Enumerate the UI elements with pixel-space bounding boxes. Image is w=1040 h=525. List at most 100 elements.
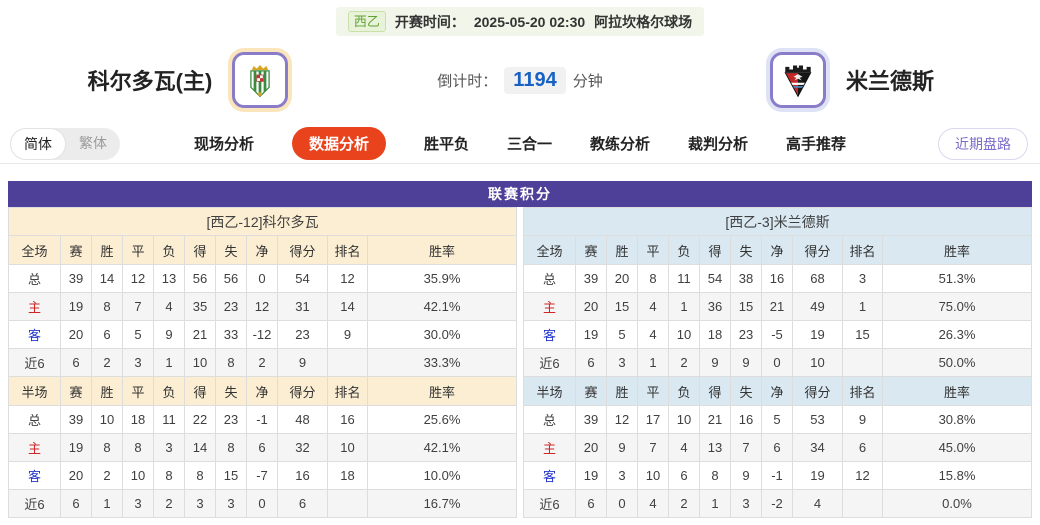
table-cell: 19 — [575, 320, 607, 349]
tab-three-in-one[interactable]: 三合一 — [506, 136, 552, 153]
table-cell: 6 — [575, 348, 607, 377]
row-label: 近6 — [8, 489, 61, 518]
table-cell: 16 — [327, 405, 368, 434]
lang-traditional-button[interactable]: 繁体 — [79, 134, 107, 151]
table-cell: 4 — [637, 292, 669, 321]
table-cell: 34 — [792, 433, 843, 462]
table-cell: 6 — [91, 320, 123, 349]
table-cell: 8 — [91, 292, 123, 321]
recent-odds-button[interactable]: 近期盘路 — [938, 127, 1028, 160]
table-row: 客 19 3 10 6 8 9 -1 19 12 15.8% — [523, 461, 1032, 490]
tab-data-analysis[interactable]: 数据分析 — [291, 127, 386, 160]
table-cell: 7 — [637, 433, 669, 462]
table-cell: 42.1% — [367, 433, 517, 462]
table-cell: 8 — [215, 433, 247, 462]
table-cell: 0 — [246, 489, 278, 518]
table-cell: 9 — [730, 461, 762, 490]
table-cell: 9 — [277, 348, 328, 377]
table-cell: 11 — [668, 264, 700, 293]
language-toggle: 简体 繁体 — [10, 127, 120, 160]
table-row: 总 39 10 18 11 22 23 -1 48 16 25.6% — [8, 405, 517, 434]
table-cell: 5 — [606, 320, 638, 349]
away-team-logo — [765, 48, 830, 112]
row-label: 近6 — [8, 348, 61, 377]
table-cell: 6 — [60, 348, 92, 377]
row-label: 客 — [8, 320, 61, 349]
table-cell: 75.0% — [882, 292, 1032, 321]
table-cell: 30.0% — [367, 320, 517, 349]
column-header: 排名 — [842, 235, 883, 265]
table-cell: 38 — [730, 264, 762, 293]
table-cell: 21 — [761, 292, 793, 321]
table-cell: 10 — [668, 405, 700, 434]
table-cell: 2 — [668, 348, 700, 377]
away-team-crest-icon — [769, 52, 826, 108]
table-row: 主 19 8 7 4 35 23 12 31 14 42.1% — [8, 292, 517, 321]
table-cell: 33.3% — [367, 348, 517, 377]
table-cell: 39 — [575, 405, 607, 434]
match-info-bar: 西乙 开赛时间： 2025-05-20 02:30 阿拉坎格尔球场 — [0, 0, 1040, 36]
table-cell: 54 — [699, 264, 731, 293]
tab-live-analysis[interactable]: 现场分析 — [193, 136, 254, 153]
table-cell: 10 — [327, 433, 368, 462]
table-cell: 10 — [668, 320, 700, 349]
home-team-crest-icon — [232, 52, 289, 108]
table-cell: 2 — [246, 348, 278, 377]
table-cell: 3 — [842, 264, 883, 293]
table-row: 总 39 20 8 11 54 38 16 68 3 51.3% — [523, 264, 1032, 293]
column-header: 平 — [122, 376, 154, 406]
table-cell: 7 — [122, 292, 154, 321]
table-cell: 6 — [761, 433, 793, 462]
table-cell: 32 — [277, 433, 328, 462]
table-cell: -12 — [246, 320, 278, 349]
column-header: 失 — [730, 376, 762, 406]
table-cell: 4 — [637, 320, 669, 349]
table-cell: 25.6% — [367, 405, 517, 434]
board-title: 联赛积分 — [8, 181, 1032, 207]
table-row: 近6 6 0 4 2 1 3 -2 4 0.0% — [523, 489, 1032, 518]
tab-expert-picks[interactable]: 高手推荐 — [786, 136, 847, 153]
countdown-value: 1194 — [504, 66, 566, 94]
tab-win-draw-lose[interactable]: 胜平负 — [423, 136, 469, 153]
column-header: 得分 — [277, 235, 328, 265]
table-cell: 23 — [215, 405, 247, 434]
table-cell: 16 — [730, 405, 762, 434]
column-header: 全场 — [523, 235, 576, 265]
table-cell: 11 — [153, 405, 185, 434]
tab-referee-analysis[interactable]: 裁判分析 — [688, 136, 749, 153]
lang-simplified-button[interactable]: 简体 — [10, 127, 66, 160]
board-body: [西乙-12]科尔多瓦 全场赛胜平负得失净得分 排名 胜率总 39 14 12 13 56 56 0… — [8, 207, 1032, 518]
table-cell: 19 — [575, 461, 607, 490]
table-cell: 21 — [184, 320, 216, 349]
table-cell: 15 — [842, 320, 883, 349]
table-cell: 0 — [246, 264, 278, 293]
column-header: 得 — [699, 376, 731, 406]
table-cell: 23 — [277, 320, 328, 349]
table-cell: 6 — [575, 489, 607, 518]
table-cell: 4 — [668, 433, 700, 462]
tab-coach-analysis[interactable]: 教练分析 — [590, 136, 651, 153]
table-cell: 1 — [699, 489, 731, 518]
table-cell: 20 — [60, 320, 92, 349]
table-cell: 14 — [327, 292, 368, 321]
table-cell: 9 — [606, 433, 638, 462]
table-cell: 13 — [699, 433, 731, 462]
table-cell: 12 — [122, 264, 154, 293]
home-team-logo — [228, 48, 293, 112]
table-cell: 3 — [122, 348, 154, 377]
table-cell: 8 — [699, 461, 731, 490]
column-header: 负 — [153, 376, 185, 406]
table-cell: 18 — [122, 405, 154, 434]
away-stats-table: [西乙-3]米兰德斯 全场赛胜平负得失净得分 排名 胜率总 39 20 8 11 54 38 16 6… — [523, 207, 1032, 518]
match-header: 科尔多瓦(主) — [0, 36, 1040, 124]
table-cell: 10 — [91, 405, 123, 434]
table-cell: 2 — [91, 461, 123, 490]
table-cell: 3 — [184, 489, 216, 518]
table-cell: 9 — [699, 348, 731, 377]
table-cell: -5 — [761, 320, 793, 349]
column-header-row: 半场赛胜平负得失净得分 排名 胜率 — [8, 376, 517, 406]
table-cell: 20 — [575, 433, 607, 462]
venue-name: 阿拉坎格尔球场 — [594, 13, 693, 30]
table-cell: 10 — [792, 348, 843, 377]
table-cell: 12 — [606, 405, 638, 434]
